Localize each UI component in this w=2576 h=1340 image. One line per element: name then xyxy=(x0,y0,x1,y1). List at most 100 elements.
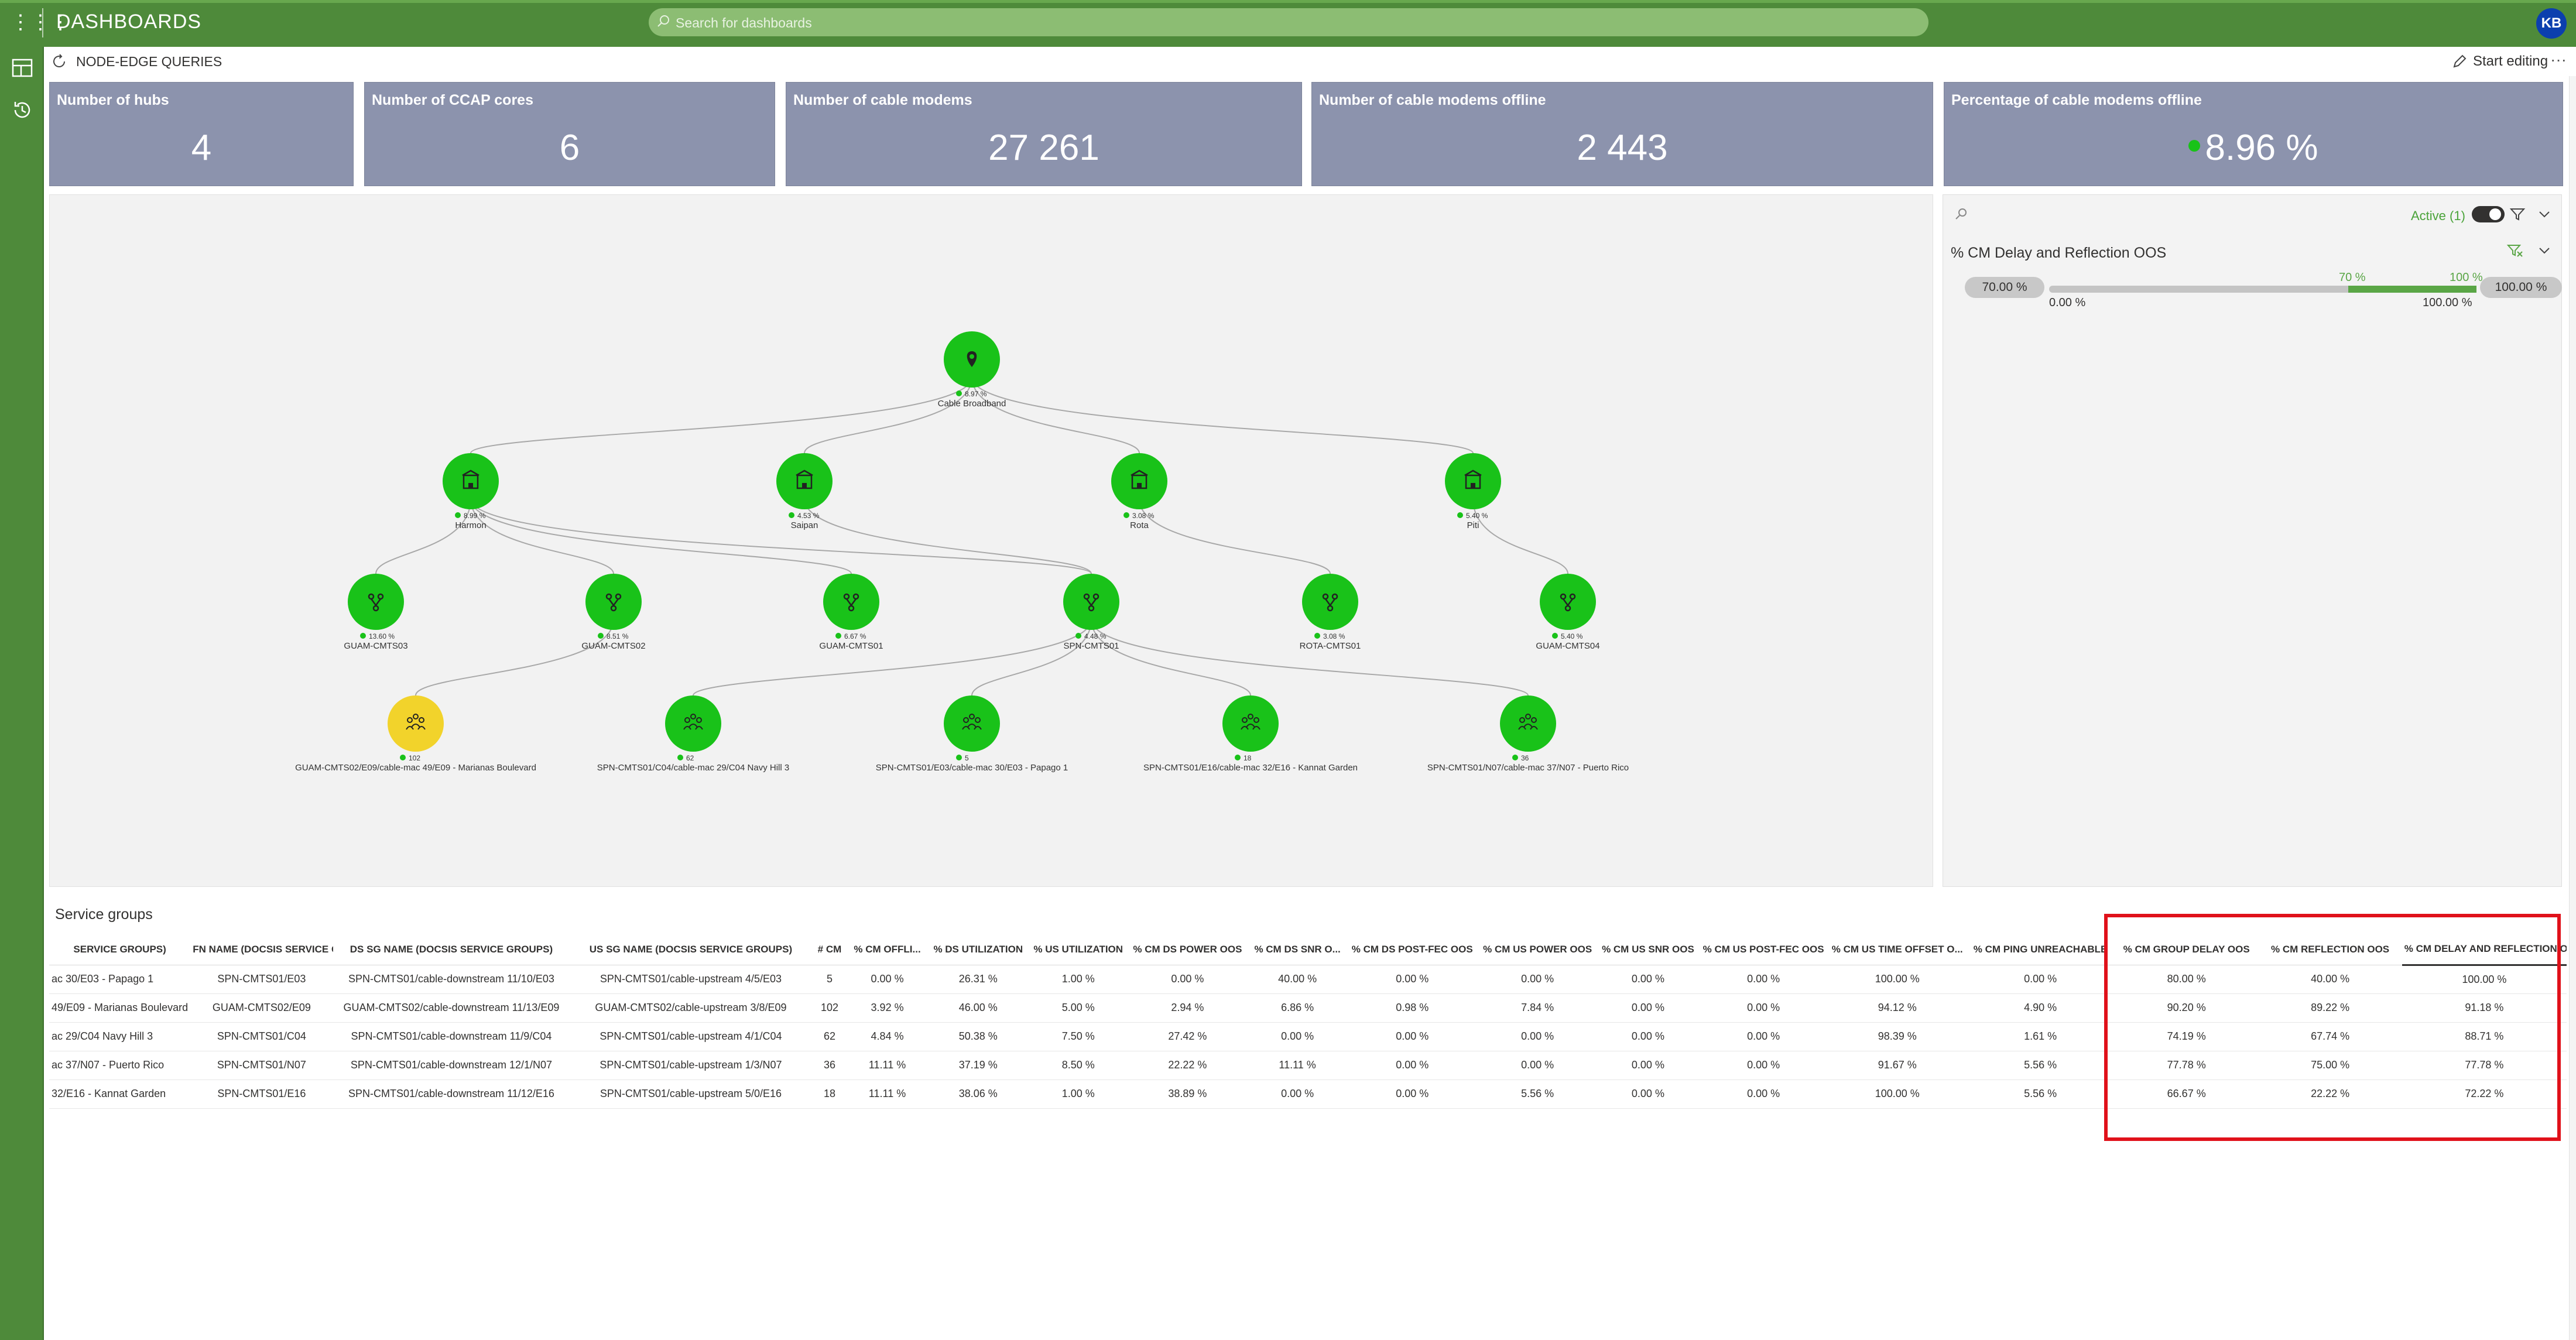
modem-group-icon xyxy=(1518,714,1538,730)
table-cell: 3.92 % xyxy=(847,993,927,1023)
table-cell: 36 xyxy=(811,1051,848,1080)
column-header[interactable]: % CM DS POWER OOS xyxy=(1127,934,1248,965)
more-options-icon[interactable]: ··· xyxy=(2550,50,2567,68)
modem-group-icon xyxy=(1241,714,1260,730)
table-header-row: SERVICE GROUPS)FN NAME (DOCSIS SERVICE G… xyxy=(49,934,2567,966)
graph-node-root[interactable]: 8.97 %Cable Broadband xyxy=(938,331,1006,409)
filter-icon[interactable] xyxy=(2508,205,2527,224)
table-cell: 2.94 % xyxy=(1127,993,1248,1023)
column-header[interactable]: % CM DS SNR O... xyxy=(1248,934,1348,965)
graph-node-circle[interactable] xyxy=(585,574,642,630)
column-header[interactable]: DS SG NAME (DOCSIS SERVICE GROUPS) xyxy=(333,934,570,965)
graph-node-core[interactable]: 4.48 %SPN-CMTS01 xyxy=(1063,574,1119,651)
graph-node-core[interactable]: 8.51 %GUAM-CMTS02 xyxy=(581,574,646,651)
graph-node-hub[interactable]: 4.53 %Saipan xyxy=(776,453,833,530)
graph-node-circle[interactable] xyxy=(1540,574,1596,630)
pencil-icon xyxy=(2453,54,2467,68)
dashboard-icon[interactable] xyxy=(11,56,34,80)
graph-node-circle[interactable] xyxy=(776,453,833,509)
clear-filter-icon[interactable] xyxy=(2506,241,2524,260)
graph-node-core[interactable]: 5.40 %GUAM-CMTS04 xyxy=(1536,574,1600,651)
table-cell: SPN-CMTS01/cable-downstream 11/9/C04 xyxy=(333,1022,570,1051)
range-slider-selection[interactable] xyxy=(2348,286,2476,293)
table-row[interactable]: ac 37/N07 - Puerto Rico SPN-CMTS01/N07 SPN… xyxy=(49,1051,2567,1080)
column-header[interactable]: # CM xyxy=(811,934,848,965)
column-header[interactable]: % CM GROUP DELAY OOS xyxy=(2114,934,2259,965)
table-cell: 67.74 % xyxy=(2258,1022,2402,1051)
status-dot-icon xyxy=(1314,633,1320,639)
graph-node-label: GUAM-CMTS02/E09/cable-mac 49/E09 - Maria… xyxy=(295,763,536,773)
column-header[interactable]: % DS UTILIZATION xyxy=(927,934,1029,965)
graph-node-core[interactable]: 3.08 %ROTA-CMTS01 xyxy=(1300,574,1361,651)
graph-node-label: ROTA-CMTS01 xyxy=(1300,641,1361,651)
table-row[interactable]: 49/E09 - Marianas Boulevard GUAM-CMTS02/E… xyxy=(49,993,2567,1023)
graph-node-label: SPN-CMTS01/C04/cable-mac 29/C04 Navy Hil… xyxy=(597,763,789,773)
chevron-down-icon[interactable] xyxy=(2535,241,2554,260)
table-row[interactable]: ac 29/C04 Navy Hill 3 SPN-CMTS01/C04 SPN-C… xyxy=(49,1022,2567,1051)
graph-edge xyxy=(971,619,1092,696)
start-editing-button[interactable]: Start editing xyxy=(2452,52,2548,71)
graph-node-core[interactable]: 13.60 %GUAM-CMTS03 xyxy=(344,574,408,651)
table-cell: 37.19 % xyxy=(927,1051,1029,1080)
graph-edge xyxy=(470,498,614,574)
table-cell: 0.00 % xyxy=(1698,965,1829,994)
graph-node-circle[interactable] xyxy=(1063,574,1119,630)
column-header[interactable]: % CM DELAY AND REFLECTION OOS xyxy=(2402,934,2567,966)
graph-edge xyxy=(1091,619,1529,696)
search-input[interactable] xyxy=(649,8,1928,36)
filter-search-icon[interactable] xyxy=(1953,206,1969,222)
table-cell: 0.00 % xyxy=(1477,1022,1598,1051)
column-header[interactable]: SERVICE GROUPS) xyxy=(49,934,191,965)
graph-node-hub[interactable]: 3.08 %Rota xyxy=(1111,453,1167,530)
graph-node-circle[interactable] xyxy=(1445,453,1501,509)
column-header[interactable]: % US UTILIZATION xyxy=(1029,934,1128,965)
column-header[interactable]: % CM US POWER OOS xyxy=(1477,934,1598,965)
table-cell: SPN-CMTS01/cable-downstream 12/1/N07 xyxy=(333,1051,570,1080)
table-cell: SPN-CMTS01/E16 xyxy=(190,1079,333,1109)
table-cell: 0.00 % xyxy=(1966,965,2115,994)
vertical-scrollbar[interactable] xyxy=(2569,76,2576,1340)
chevron-down-icon[interactable] xyxy=(2535,205,2554,224)
table-row[interactable]: 32/E16 - Kannat Garden SPN-CMTS01/E16 SPN-… xyxy=(49,1079,2567,1109)
table-cell: 0.00 % xyxy=(1347,1051,1478,1080)
graph-node-label: Piti xyxy=(1467,520,1479,530)
table-cell: 80.00 % xyxy=(2114,965,2259,994)
column-header[interactable]: % CM US SNR OOS xyxy=(1597,934,1698,965)
history-icon[interactable] xyxy=(11,98,34,122)
range-max-input[interactable]: 100.00 % xyxy=(2480,277,2562,298)
graph-node-circle[interactable] xyxy=(823,574,879,630)
graph-node-core[interactable]: 6.67 %GUAM-CMTS01 xyxy=(819,574,883,651)
graph-node-hub[interactable]: 8.99 %Harmon xyxy=(443,453,499,530)
column-header[interactable]: % CM PING UNREACHABLE xyxy=(1966,934,2115,965)
graph-node-circle[interactable] xyxy=(1302,574,1358,630)
table-cell: 94.12 % xyxy=(1828,993,1967,1023)
graph-node-metric: 4.53 % xyxy=(797,512,820,520)
location-pin-icon xyxy=(967,351,977,367)
avatar[interactable]: KB xyxy=(2536,8,2567,39)
refresh-icon[interactable] xyxy=(50,53,68,70)
graph-node-circle[interactable] xyxy=(443,453,499,509)
graph-node-circle[interactable] xyxy=(1111,453,1167,509)
kpi-label: Percentage of cable modems offline xyxy=(1951,92,2202,108)
search-icon xyxy=(657,15,669,27)
column-header[interactable]: % CM OFFLI... xyxy=(847,934,927,965)
graph-node-circle[interactable] xyxy=(348,574,404,630)
column-header[interactable]: % CM US POST-FEC OOS xyxy=(1698,934,1829,965)
column-header[interactable]: % CM US TIME OFFSET O... xyxy=(1828,934,1967,965)
column-header[interactable]: % CM DS POST-FEC OOS xyxy=(1347,934,1478,965)
table-cell: SPN-CMTS01/cable-downstream 11/10/E03 xyxy=(333,965,570,994)
app-launcher-icon[interactable]: ⋮⋮⋮ xyxy=(11,9,70,35)
column-header[interactable]: FN NAME (DOCSIS SERVICE GROU... xyxy=(190,934,333,965)
column-header[interactable]: % CM REFLECTION OOS xyxy=(2258,934,2402,965)
range-min-input[interactable]: 70.00 % xyxy=(1965,277,2044,298)
column-header[interactable]: US SG NAME (DOCSIS SERVICE GROUPS) xyxy=(570,934,812,965)
table-row[interactable]: ac 30/E03 - Papago 1 SPN-CMTS01/E03 SPN-CM… xyxy=(49,965,2567,994)
graph-node-metric: 3.08 % xyxy=(1323,632,1345,640)
graph-node-hub[interactable]: 5.40 %Piti xyxy=(1445,453,1501,530)
graph-node-label: Cable Broadband xyxy=(938,399,1006,409)
